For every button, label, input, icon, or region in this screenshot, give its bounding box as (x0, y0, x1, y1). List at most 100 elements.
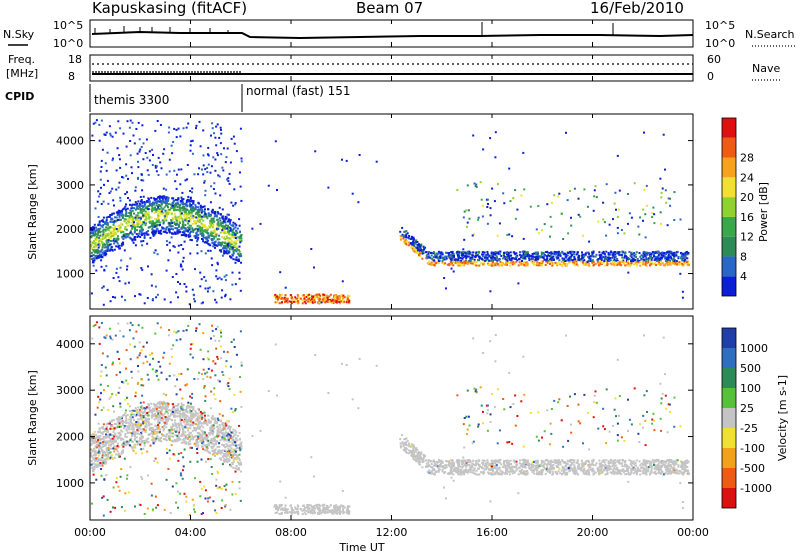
velocity-cell (148, 433, 151, 436)
power-cell (549, 255, 551, 257)
power-cell (561, 251, 564, 254)
velocity-cell (217, 428, 220, 430)
power-cell (326, 296, 329, 299)
power-cell (95, 226, 98, 229)
power-cell (224, 295, 227, 298)
power-cell (614, 253, 617, 256)
velocity-cell (154, 437, 157, 440)
power-cell (433, 252, 436, 255)
power-cell (613, 262, 616, 265)
power-cell (612, 254, 615, 257)
power-cell (181, 268, 184, 271)
power-cell (672, 261, 674, 264)
power-cell (147, 205, 150, 207)
power-cell (210, 219, 213, 222)
power-cell (225, 247, 228, 250)
power-cell (124, 215, 127, 218)
velocity-cell (236, 457, 239, 460)
power-cell (236, 232, 239, 235)
power-cell (553, 252, 556, 255)
power-cell (538, 262, 541, 264)
power-cell (183, 202, 186, 205)
power-cell (136, 236, 139, 238)
power-cell (153, 211, 156, 214)
power-cell (160, 203, 163, 206)
power-cell (494, 264, 497, 267)
power-cell (150, 284, 153, 287)
velocity-cell (221, 434, 224, 437)
power-cell (152, 202, 155, 205)
velocity-cell (139, 416, 142, 419)
velocity-cell (112, 419, 115, 422)
power-cell (128, 224, 131, 227)
power-cell (622, 262, 625, 265)
power-cell (316, 296, 319, 299)
power-cell (327, 298, 330, 301)
power-cell (318, 299, 321, 302)
power-cell (137, 176, 139, 179)
velocity-cell (163, 402, 166, 405)
power-cell (405, 240, 408, 243)
power-cell (144, 224, 147, 227)
power-cell (239, 253, 242, 256)
power-cell (157, 195, 160, 198)
power-cell (562, 238, 565, 240)
power-cell (120, 295, 123, 298)
power-cell (674, 251, 677, 254)
power-cell (469, 258, 472, 261)
power-cell (533, 259, 536, 262)
power-cell (653, 259, 656, 262)
velocity-cell (176, 415, 179, 418)
power-cell (112, 296, 114, 298)
power-cell (221, 215, 224, 218)
power-cell (141, 201, 144, 204)
power-cell (672, 257, 675, 260)
power-cell (152, 154, 154, 156)
power-cell (120, 212, 123, 215)
power-cell (124, 233, 126, 236)
power-cell (594, 185, 597, 188)
power-cell (110, 234, 113, 237)
power-cell (226, 227, 228, 230)
velocity-cell (234, 457, 236, 460)
power-cell (313, 266, 315, 269)
power-cell (228, 242, 231, 245)
power-cell (442, 256, 445, 259)
power-cell (163, 298, 166, 301)
power-cell (625, 255, 627, 258)
power-cell (465, 225, 468, 228)
power-cell (130, 204, 133, 207)
velocity-cell (104, 428, 106, 431)
power-cell (126, 265, 129, 268)
power-cell (115, 267, 118, 270)
power-cell (649, 254, 652, 257)
power-cell (163, 148, 166, 151)
power-cell (221, 208, 224, 211)
power-cell (152, 197, 155, 200)
power-cell (94, 121, 97, 124)
power-cell (208, 243, 211, 246)
power-cell (505, 258, 508, 261)
power-cell (550, 253, 553, 256)
power-cell (201, 231, 204, 234)
power-cell (124, 227, 127, 230)
power-cell (92, 226, 95, 229)
power-cell (499, 253, 501, 256)
power-cell (161, 196, 164, 199)
power-cell (433, 259, 436, 262)
power-cell (197, 173, 200, 176)
velocity-cell (222, 455, 225, 457)
velocity-cell (224, 432, 227, 435)
power-cell (164, 213, 167, 216)
power-cell (165, 240, 168, 243)
velocity-cell (101, 445, 104, 448)
power-cell (216, 123, 219, 126)
velocity-cell (188, 406, 191, 409)
power-cell (104, 232, 107, 235)
power-cell (573, 187, 576, 190)
velocity-cell (200, 424, 203, 427)
velocity-cell (204, 418, 206, 421)
power-cell (523, 188, 526, 191)
power-cell (506, 263, 508, 266)
